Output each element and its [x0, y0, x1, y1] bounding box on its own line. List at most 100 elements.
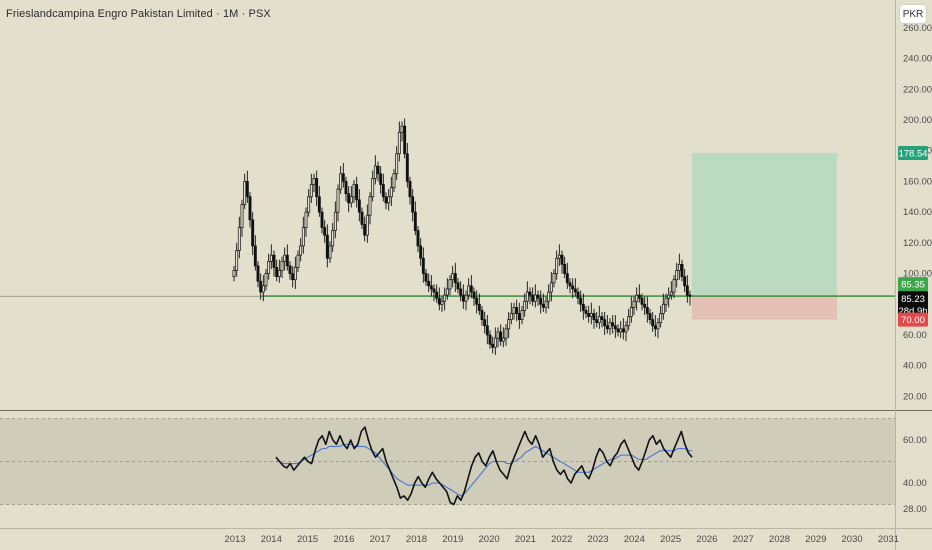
candle[interactable] — [248, 192, 252, 228]
candle[interactable] — [573, 278, 577, 297]
candle[interactable] — [576, 287, 580, 305]
candle[interactable] — [435, 284, 439, 303]
candle[interactable] — [269, 244, 273, 269]
candle[interactable] — [317, 186, 321, 217]
candle[interactable] — [589, 302, 593, 325]
candle[interactable] — [525, 281, 529, 309]
candle[interactable] — [624, 321, 628, 342]
candle[interactable] — [517, 302, 521, 329]
candle[interactable] — [477, 293, 481, 316]
candle[interactable] — [304, 207, 308, 237]
candle[interactable] — [531, 287, 535, 306]
candle[interactable] — [277, 259, 281, 283]
candle[interactable] — [243, 173, 247, 210]
candle[interactable] — [515, 299, 519, 322]
candle[interactable] — [605, 315, 609, 334]
candle[interactable] — [627, 308, 631, 331]
candle[interactable] — [520, 305, 524, 325]
candle[interactable] — [563, 256, 567, 279]
candle[interactable] — [285, 244, 289, 271]
candle[interactable] — [613, 315, 617, 339]
candle[interactable] — [357, 189, 361, 222]
candle[interactable] — [483, 311, 487, 334]
candle[interactable] — [509, 302, 513, 325]
candle[interactable] — [392, 169, 396, 193]
candle[interactable] — [400, 121, 404, 142]
candle[interactable] — [344, 176, 348, 202]
candle[interactable] — [416, 225, 420, 253]
candle[interactable] — [365, 204, 369, 243]
candle[interactable] — [499, 324, 503, 346]
candle[interactable] — [307, 189, 311, 217]
candle[interactable] — [387, 189, 391, 211]
candle[interactable] — [440, 296, 444, 312]
candle[interactable] — [397, 121, 401, 162]
candle[interactable] — [363, 216, 367, 242]
candle[interactable] — [592, 308, 596, 329]
candle[interactable] — [475, 290, 479, 314]
candle[interactable] — [424, 268, 428, 286]
candle[interactable] — [541, 293, 545, 312]
candle[interactable] — [411, 189, 415, 222]
candle[interactable] — [600, 311, 604, 328]
candle[interactable] — [448, 275, 452, 296]
candle[interactable] — [675, 262, 679, 288]
candle[interactable] — [293, 256, 297, 289]
candle[interactable] — [429, 275, 433, 297]
candle[interactable] — [299, 238, 303, 262]
candle[interactable] — [584, 305, 588, 319]
candle[interactable] — [283, 247, 287, 271]
candle[interactable] — [437, 287, 441, 311]
candle[interactable] — [565, 262, 569, 289]
candle[interactable] — [656, 318, 660, 339]
candle[interactable] — [360, 207, 364, 230]
candle[interactable] — [309, 173, 313, 203]
candle[interactable] — [427, 273, 431, 292]
candle[interactable] — [464, 290, 468, 311]
candle[interactable] — [611, 315, 615, 334]
candle[interactable] — [240, 199, 244, 237]
candle[interactable] — [544, 296, 548, 314]
candle[interactable] — [637, 284, 641, 303]
currency-button[interactable]: PKR — [899, 4, 927, 24]
candle[interactable] — [549, 272, 553, 302]
candle[interactable] — [480, 305, 484, 326]
candle[interactable] — [523, 293, 527, 317]
candle[interactable] — [339, 166, 343, 194]
candle[interactable] — [323, 219, 327, 243]
candle[interactable] — [659, 305, 663, 328]
candle[interactable] — [688, 290, 692, 306]
candle[interactable] — [472, 287, 476, 306]
candle[interactable] — [587, 305, 591, 323]
candle[interactable] — [355, 176, 359, 208]
candle[interactable] — [539, 290, 543, 314]
candle[interactable] — [349, 186, 353, 208]
candle[interactable] — [312, 173, 316, 193]
candle[interactable] — [461, 284, 465, 309]
candle[interactable] — [536, 290, 540, 306]
candle[interactable] — [291, 265, 295, 288]
candle[interactable] — [272, 250, 276, 277]
candle[interactable] — [557, 244, 561, 266]
candle[interactable] — [237, 216, 241, 259]
candle[interactable] — [568, 278, 572, 294]
candle[interactable] — [315, 170, 319, 206]
candle[interactable] — [445, 278, 449, 300]
candle[interactable] — [413, 201, 417, 236]
candle[interactable] — [603, 311, 607, 335]
candle[interactable] — [485, 315, 489, 345]
candle[interactable] — [547, 284, 551, 309]
candle[interactable] — [677, 253, 681, 280]
candle[interactable] — [341, 163, 345, 188]
candle[interactable] — [235, 242, 239, 277]
candle[interactable] — [667, 287, 671, 308]
candle[interactable] — [384, 192, 388, 210]
candle[interactable] — [347, 186, 351, 213]
candle[interactable] — [456, 278, 460, 294]
candle[interactable] — [507, 311, 511, 339]
candle[interactable] — [371, 170, 375, 202]
candle[interactable] — [669, 281, 673, 300]
candle[interactable] — [419, 238, 423, 266]
candle[interactable] — [632, 296, 636, 316]
candle[interactable] — [288, 261, 292, 280]
